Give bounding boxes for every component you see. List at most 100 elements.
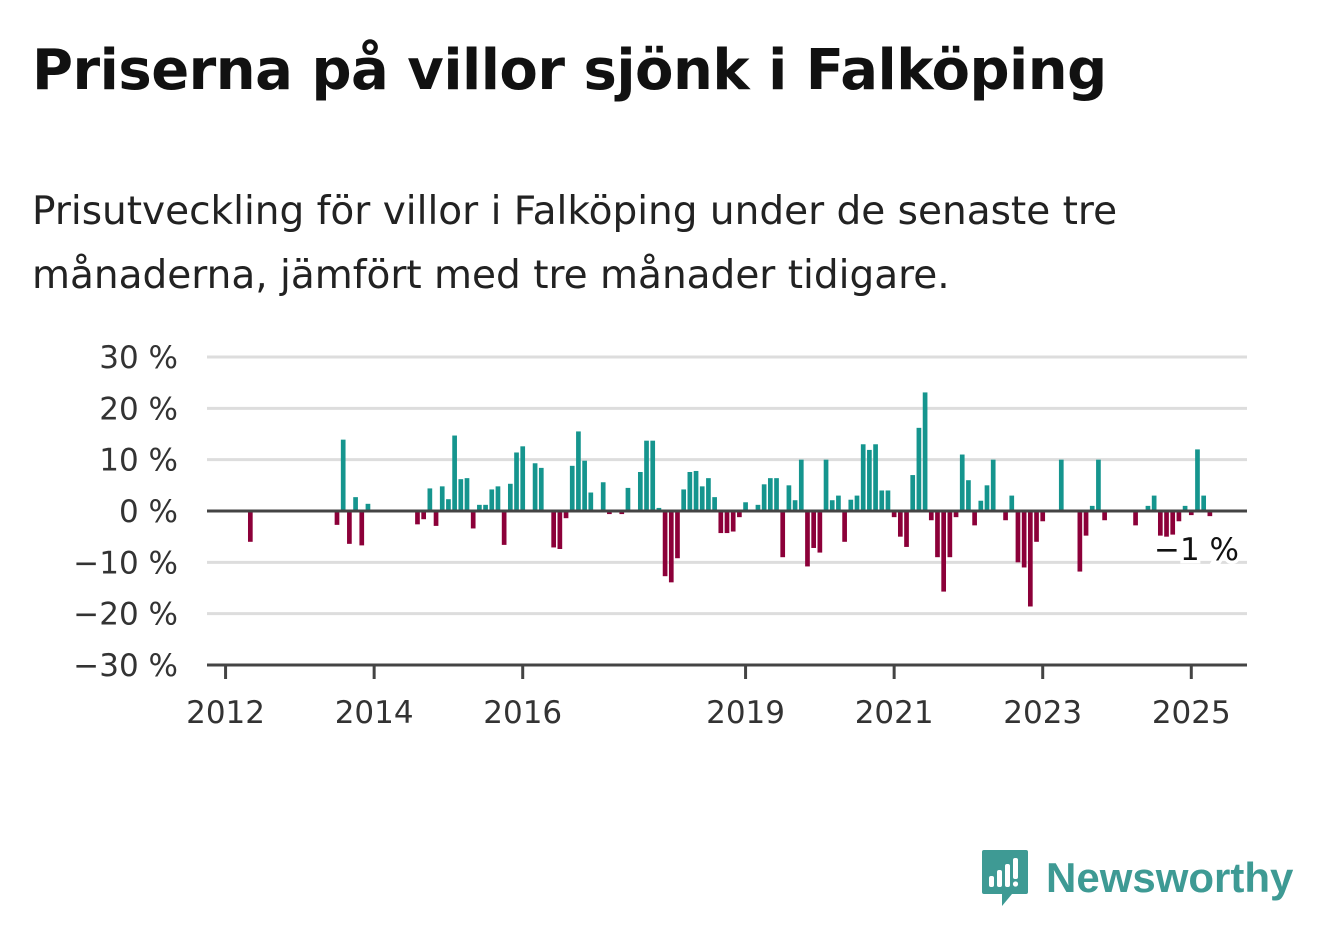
bar xyxy=(706,478,711,511)
bar xyxy=(811,511,817,548)
x-tick-label: 2021 xyxy=(855,695,934,731)
x-tick-label: 2014 xyxy=(335,695,414,731)
bar xyxy=(656,507,662,511)
bar xyxy=(1145,505,1151,511)
bar xyxy=(1009,495,1015,511)
bar xyxy=(668,511,674,583)
bar xyxy=(433,511,439,526)
bar xyxy=(829,500,835,511)
y-tick-label: 0 % xyxy=(119,494,178,530)
bar xyxy=(873,444,878,511)
bar xyxy=(439,486,445,511)
bar xyxy=(718,511,724,534)
bar xyxy=(953,511,959,518)
bar xyxy=(619,511,625,515)
bar xyxy=(712,497,717,511)
y-tick-label: −10 % xyxy=(73,545,178,581)
bar xyxy=(427,488,433,511)
bar xyxy=(650,440,656,511)
bar xyxy=(972,511,977,526)
bar xyxy=(1176,511,1182,522)
bar xyxy=(984,485,990,511)
bar xyxy=(767,478,773,511)
bar xyxy=(353,497,358,511)
x-tick-label: 2023 xyxy=(1003,695,1082,731)
bar xyxy=(607,511,612,515)
bar xyxy=(935,511,940,558)
bar xyxy=(507,483,513,511)
bar xyxy=(755,504,761,511)
bar xyxy=(365,503,371,511)
bar xyxy=(415,511,420,525)
bar xyxy=(489,489,495,511)
bar xyxy=(340,439,346,511)
bar xyxy=(1133,511,1138,526)
bar xyxy=(600,482,606,511)
brand-name: Newsworthy xyxy=(1046,854,1294,901)
bar xyxy=(693,470,699,511)
bar xyxy=(464,478,470,511)
chart-title: Priserna på villor sjönk i Falköping xyxy=(32,38,1107,103)
bar xyxy=(910,475,916,511)
bar xyxy=(978,500,984,511)
bar xyxy=(1015,511,1021,563)
bar xyxy=(569,465,575,511)
bar xyxy=(798,459,804,511)
bar xyxy=(1151,495,1157,511)
y-tick-label: −30 % xyxy=(73,648,178,684)
y-tick-label: 20 % xyxy=(99,391,178,427)
bar xyxy=(644,440,649,511)
chart-bars xyxy=(247,392,1213,607)
chart-subtitle: Prisutveckling för villor i Falköping un… xyxy=(32,189,1118,298)
bar xyxy=(1040,511,1046,522)
bar xyxy=(637,471,643,511)
bar xyxy=(699,486,705,511)
bar xyxy=(836,495,841,511)
bar xyxy=(724,511,730,534)
bar xyxy=(576,431,581,511)
bar xyxy=(848,499,854,511)
bar xyxy=(1083,511,1089,536)
bar xyxy=(1182,505,1188,511)
bar xyxy=(780,511,786,558)
bar xyxy=(897,511,903,537)
bar xyxy=(786,485,792,511)
y-tick-label: 30 % xyxy=(99,340,178,376)
bar xyxy=(1034,511,1039,542)
bar xyxy=(458,479,464,511)
bar xyxy=(334,511,340,525)
x-tick-label: 2016 xyxy=(483,695,562,731)
bar xyxy=(347,511,352,544)
bar xyxy=(625,487,631,511)
bar xyxy=(867,449,872,511)
bar xyxy=(1021,511,1027,568)
bar xyxy=(1027,511,1033,607)
bar xyxy=(879,490,885,511)
bar xyxy=(1170,511,1176,535)
bar xyxy=(483,504,488,511)
bar xyxy=(687,471,693,511)
bar xyxy=(916,427,922,511)
newsworthy-brand: Newsworthy xyxy=(980,848,1293,908)
bar xyxy=(1188,511,1194,516)
bar xyxy=(1003,511,1008,521)
bar xyxy=(582,460,587,511)
bar xyxy=(1089,505,1095,511)
chart-axes xyxy=(207,509,1247,679)
bar xyxy=(495,486,501,511)
bar xyxy=(520,446,526,511)
bar xyxy=(1207,511,1213,517)
bar xyxy=(563,511,569,519)
newsworthy-logo-icon xyxy=(982,850,1028,906)
bar xyxy=(823,459,829,511)
bar xyxy=(891,511,897,518)
bar xyxy=(359,511,365,546)
bar xyxy=(662,511,668,577)
bar xyxy=(743,502,748,511)
bar xyxy=(959,454,965,511)
x-tick-label: 2019 xyxy=(706,695,785,731)
bar xyxy=(805,511,810,567)
bar xyxy=(966,480,971,511)
bar xyxy=(928,511,934,521)
